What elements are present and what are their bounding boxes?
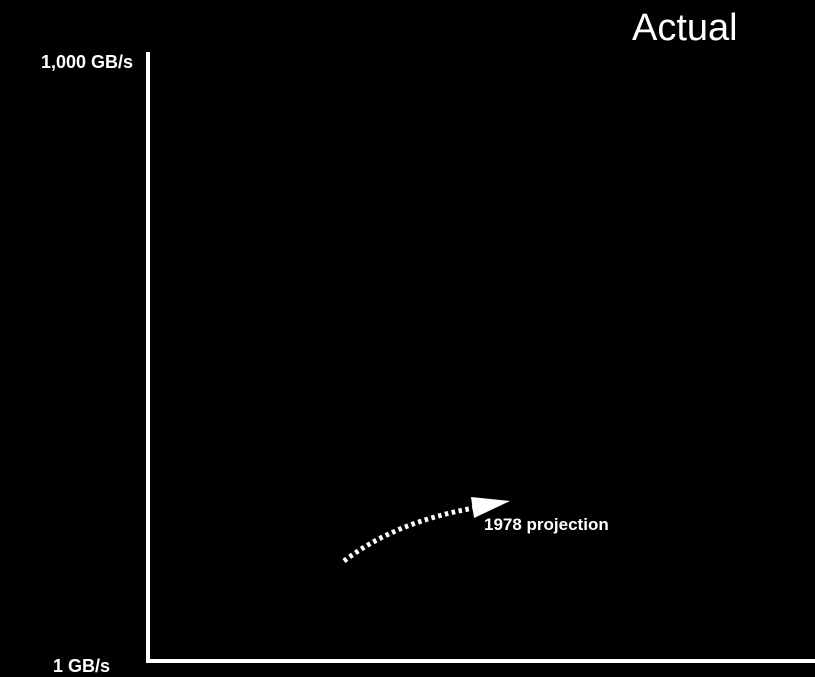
chart-title: Actual xyxy=(632,7,738,49)
projection-arrowhead-icon xyxy=(471,497,510,518)
projection-dotted-arrow xyxy=(342,505,475,563)
y-tick-label-top: 1,000 GB/s xyxy=(41,52,133,72)
projection-label: 1978 projection xyxy=(484,515,609,534)
y-tick-label-bottom: 1 GB/s xyxy=(53,656,110,676)
projection-annotation: 1978 projection xyxy=(342,497,609,563)
